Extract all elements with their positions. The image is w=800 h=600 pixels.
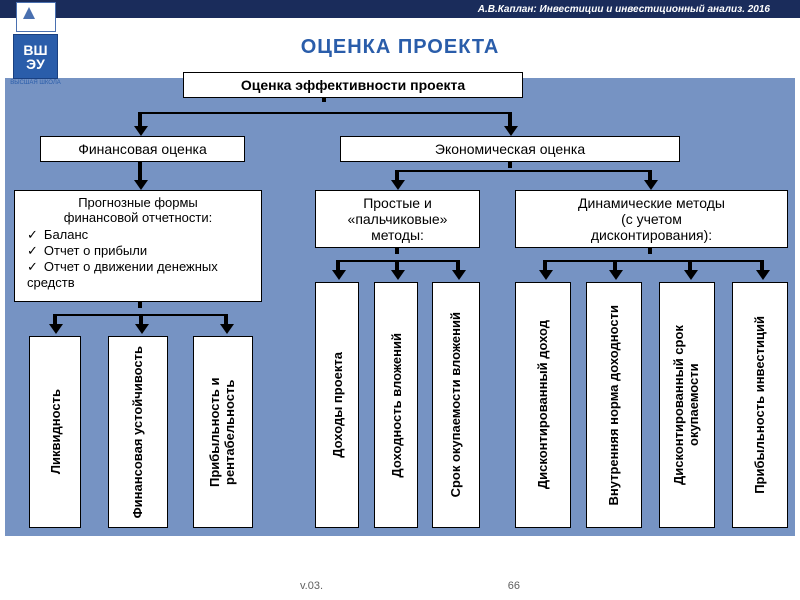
- leaf-npv: Дисконтированный доход: [515, 282, 571, 528]
- arrow: [332, 260, 344, 280]
- leaf-pi: Прибыльность инвестиций: [732, 282, 788, 528]
- leaf-liquidity: Ликвидность: [29, 336, 81, 528]
- logo-line1: ВШ: [23, 43, 47, 57]
- footer-page: 66: [508, 580, 520, 592]
- node-dynamic: Динамические методы (с учетом дисконтиро…: [515, 190, 788, 248]
- simple-l3: методы:: [371, 227, 424, 243]
- header-text: А.В.Каплан: Инвестиции и инвестиционный …: [478, 4, 770, 15]
- forecast-list: Баланс Отчет о прибыли Отчет о движении …: [23, 227, 253, 290]
- forecast-title1: Прогнозные формы: [78, 195, 198, 210]
- arrow: [504, 162, 516, 168]
- arrow: [134, 112, 146, 136]
- node-economic: Экономическая оценка: [340, 136, 680, 162]
- leaf-label: Дисконтированный срок окупаемости: [672, 283, 702, 527]
- logo-line2: ЭУ: [26, 57, 45, 71]
- page-title: ОЦЕНКА ПРОЕКТА: [0, 36, 800, 59]
- list-item: Отчет о движении денежных средств: [27, 259, 253, 290]
- leaf-dpp: Дисконтированный срок окупаемости: [659, 282, 715, 528]
- leaf-label: Дисконтированный доход: [536, 314, 551, 495]
- arrow: [756, 260, 768, 280]
- logo-caption: ВЫСШАЯ ШКОЛА: [8, 80, 63, 86]
- simple-l2: «пальчиковые»: [348, 211, 448, 227]
- dynamic-l2: (с учетом: [621, 211, 682, 227]
- node-simple: Простые и «пальчиковые» методы:: [315, 190, 480, 248]
- arrow: [504, 112, 516, 136]
- leaf-payback: Срок окупаемости вложений: [432, 282, 480, 528]
- arrow: [49, 314, 61, 334]
- leaf-label: Доходность вложений: [389, 327, 404, 484]
- arrow: [391, 248, 403, 254]
- arrow: [134, 302, 146, 308]
- list-item: Баланс: [27, 227, 253, 243]
- conn-root: [140, 112, 510, 114]
- node-financial: Финансовая оценка: [40, 136, 245, 162]
- leaf-label: Доходы проекта: [330, 346, 345, 464]
- arrow: [452, 260, 464, 280]
- leaf-label: Ликвидность: [48, 383, 63, 480]
- arrow: [684, 260, 696, 280]
- arrow: [135, 314, 147, 334]
- logo-icon: [16, 2, 56, 32]
- arrow: [644, 248, 656, 254]
- leaf-income: Доходы проекта: [315, 282, 359, 528]
- simple-l1: Простые и: [363, 195, 432, 211]
- logo-text: ВШ ЭУ: [13, 34, 58, 79]
- leaf-yield: Доходность вложений: [374, 282, 418, 528]
- footer-version: v.03.: [300, 580, 323, 592]
- arrow: [539, 260, 551, 280]
- leaf-fin-stability: Финансовая устойчивость: [108, 336, 168, 528]
- node-root: Оценка эффективности проекта: [183, 72, 523, 98]
- leaf-label: Срок окупаемости вложений: [449, 306, 464, 503]
- leaf-label: Финансовая устойчивость: [131, 340, 146, 524]
- footer: v.03. 66: [0, 580, 800, 592]
- list-item: Отчет о прибыли: [27, 243, 253, 259]
- arrow: [134, 162, 146, 190]
- forecast-title: Прогнозные формы финансовой отчетности:: [23, 195, 253, 225]
- arrow: [609, 260, 621, 280]
- leaf-label: Прибыльность и рентабельность: [208, 337, 238, 527]
- leaf-irr: Внутренняя норма доходности: [586, 282, 642, 528]
- dynamic-l3: дисконтирования):: [591, 227, 712, 243]
- leaf-profit: Прибыльность и рентабельность: [193, 336, 253, 528]
- conn-dyn: [545, 260, 762, 262]
- leaf-label: Внутренняя норма доходности: [607, 299, 622, 512]
- logo: ВШ ЭУ ВЫСШАЯ ШКОЛА: [8, 2, 63, 87]
- dynamic-l1: Динамические методы: [578, 195, 725, 211]
- conn-econ: [397, 170, 650, 172]
- header-bar: А.В.Каплан: Инвестиции и инвестиционный …: [0, 0, 800, 18]
- arrow: [220, 314, 232, 334]
- arrow: [391, 260, 403, 280]
- node-forecast: Прогнозные формы финансовой отчетности: …: [14, 190, 262, 302]
- arrow: [391, 170, 403, 190]
- arrow: [318, 98, 330, 102]
- forecast-title2: финансовой отчетности:: [64, 210, 212, 225]
- arrow: [644, 170, 656, 190]
- leaf-label: Прибыльность инвестиций: [753, 310, 768, 500]
